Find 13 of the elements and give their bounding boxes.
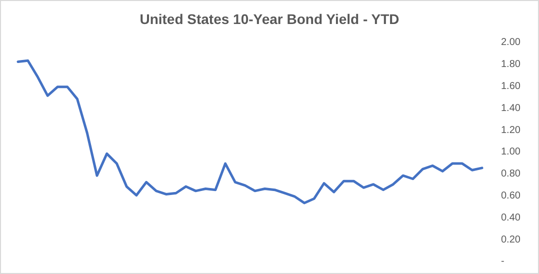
y-tick-label: 0.60: [501, 190, 521, 202]
y-tick-label: 1.80: [501, 59, 521, 70]
y-tick-label: 1.20: [501, 124, 521, 136]
line-series: [16, 59, 484, 204]
y-tick-label: 1.40: [501, 102, 521, 114]
y-tick-label: 0.20: [501, 234, 521, 246]
y-tick-label: 1.60: [501, 81, 521, 92]
y-tick-label: 1.00: [501, 146, 521, 158]
y-tick-label: 0.80: [501, 168, 521, 180]
y-tick-label: -: [501, 256, 504, 268]
chart-title: United States 10-Year Bond Yield - YTD: [140, 11, 400, 27]
y-tick-label: 0.40: [501, 212, 521, 224]
y-tick-label: 2.00: [501, 37, 521, 48]
